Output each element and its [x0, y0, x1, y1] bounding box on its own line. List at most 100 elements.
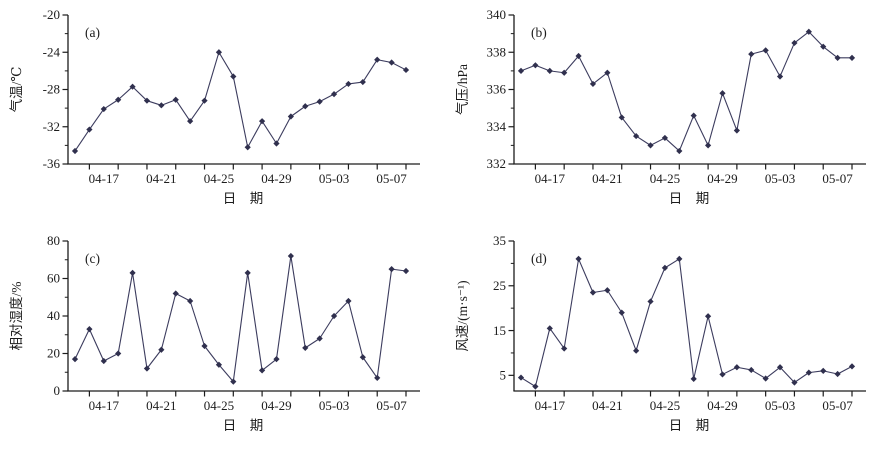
- data-point-marker: [215, 49, 223, 56]
- x-tick-label: 04-21: [146, 171, 176, 186]
- data-point-marker: [345, 297, 352, 305]
- data-point-marker: [388, 266, 395, 273]
- data-point-marker: [172, 96, 179, 103]
- pressure-line-chart: 332 334 336 338 340 04-17 04-21 04-25 04-29 05-03…: [455, 7, 866, 206]
- data-point-marker: [647, 298, 654, 305]
- x-tick-label: 04-29: [261, 171, 291, 186]
- humidity-line-chart: 0 20 40 60 80 04-17 04-21 04-25 04-29 05-03 05-07 日…: [9, 233, 420, 433]
- data-point-marker: [316, 335, 323, 342]
- data-point-marker: [618, 309, 625, 316]
- data-point-marker: [517, 374, 525, 381]
- data-point-marker: [546, 67, 553, 74]
- data-point-marker: [302, 103, 309, 110]
- panel-a-temperature: -36 -32 -28 -24 -20 04-17 04-21 04-25 04-29 05-03…: [0, 0, 445, 224]
- y-tick-label: -28: [43, 82, 60, 97]
- y-tick-labels: -36 -32 -28 -24 -20: [43, 7, 68, 171]
- data-point-marker: [100, 105, 107, 113]
- data-point-marker: [633, 347, 640, 354]
- data-point-marker: [402, 267, 410, 275]
- data-point-markers: [517, 28, 856, 155]
- x-tick-label: 04-17: [89, 398, 120, 413]
- data-point-marker: [86, 126, 93, 133]
- series-line: [520, 31, 852, 152]
- y-tick-label: 20: [47, 346, 60, 361]
- data-point-marker: [273, 356, 280, 363]
- panel-letter-label: (c): [85, 251, 100, 266]
- data-point-marker: [661, 264, 669, 271]
- data-point-markers: [71, 252, 410, 385]
- x-axis-title: 日 期: [223, 418, 264, 433]
- series-line: [74, 255, 407, 383]
- data-point-marker: [834, 54, 841, 61]
- data-point-marker: [374, 374, 381, 381]
- panel-letter-label: (d): [531, 251, 547, 266]
- y-tick-label: -24: [43, 44, 61, 59]
- x-tick-label: 05-07: [822, 171, 853, 186]
- data-point-marker: [187, 297, 194, 305]
- data-point-marker: [532, 62, 539, 69]
- data-point-marker: [129, 269, 136, 276]
- x-tick-label: 05-07: [822, 398, 853, 413]
- data-point-marker: [172, 290, 179, 297]
- data-point-marker: [733, 127, 740, 134]
- data-point-marker: [86, 326, 93, 333]
- y-tick-label: 332: [487, 156, 507, 171]
- data-point-marker: [287, 113, 294, 120]
- x-axis-title: 日 期: [223, 191, 264, 206]
- panel-letter-label: (a): [85, 25, 100, 40]
- data-point-marker: [287, 252, 294, 260]
- data-point-marker: [244, 144, 251, 151]
- y-tick-label: 338: [487, 44, 507, 59]
- x-tick-labels: 04-17 04-21 04-25 04-29 05-03 05-07: [535, 391, 853, 413]
- data-point-marker: [820, 367, 827, 374]
- x-tick-label: 05-03: [319, 171, 349, 186]
- x-tick-labels: 04-17 04-21 04-25 04-29 05-03 05-07: [89, 391, 407, 413]
- data-point-marker: [589, 289, 597, 296]
- data-point-marker: [273, 140, 280, 147]
- x-tick-label: 04-17: [535, 171, 566, 186]
- y-tick-label: 35: [493, 233, 506, 248]
- data-point-marker: [834, 370, 841, 378]
- data-point-marker: [719, 371, 726, 378]
- x-tick-label: 04-17: [89, 171, 120, 186]
- data-point-marker: [158, 102, 165, 109]
- data-point-marker: [762, 47, 769, 54]
- data-point-marker: [244, 269, 251, 276]
- data-point-marker: [820, 43, 827, 50]
- data-point-marker: [71, 147, 79, 155]
- data-point-marker: [330, 312, 338, 320]
- data-point-marker: [791, 39, 798, 47]
- data-point-marker: [143, 365, 151, 372]
- data-point-marker: [532, 383, 539, 390]
- y-axis-title: 气温/℃: [9, 67, 24, 113]
- data-point-marker: [704, 142, 712, 149]
- data-point-marker: [618, 114, 625, 121]
- x-tick-label: 05-07: [376, 171, 407, 186]
- data-point-marker: [230, 378, 237, 385]
- data-point-marker: [302, 344, 309, 351]
- data-point-marker: [143, 97, 151, 104]
- data-point-marker: [704, 313, 712, 320]
- data-point-marker: [402, 66, 410, 74]
- data-point-marker: [848, 54, 856, 61]
- data-point-marker: [374, 56, 381, 63]
- y-tick-label: 5: [500, 368, 507, 383]
- y-tick-label: -32: [43, 119, 60, 134]
- data-point-marker: [388, 59, 395, 66]
- y-tick-label: 25: [493, 278, 506, 293]
- panel-d-windspeed: 5 15 25 35 04-17 04-21 04-25 04-29 05-03 05-07 日 期…: [446, 225, 891, 449]
- data-point-markers: [71, 49, 410, 155]
- x-tick-label: 04-21: [592, 398, 622, 413]
- x-tick-label: 04-25: [650, 398, 680, 413]
- x-tick-label: 04-29: [707, 398, 737, 413]
- data-point-marker: [690, 375, 697, 383]
- x-axis-title: 日 期: [669, 418, 710, 433]
- x-tick-label: 05-03: [765, 171, 795, 186]
- data-point-marker: [805, 369, 812, 376]
- x-tick-label: 04-21: [146, 398, 176, 413]
- y-tick-label: -36: [43, 156, 61, 171]
- data-point-marker: [733, 364, 740, 371]
- y-tick-label: 15: [493, 323, 506, 338]
- x-tick-label: 04-29: [707, 171, 737, 186]
